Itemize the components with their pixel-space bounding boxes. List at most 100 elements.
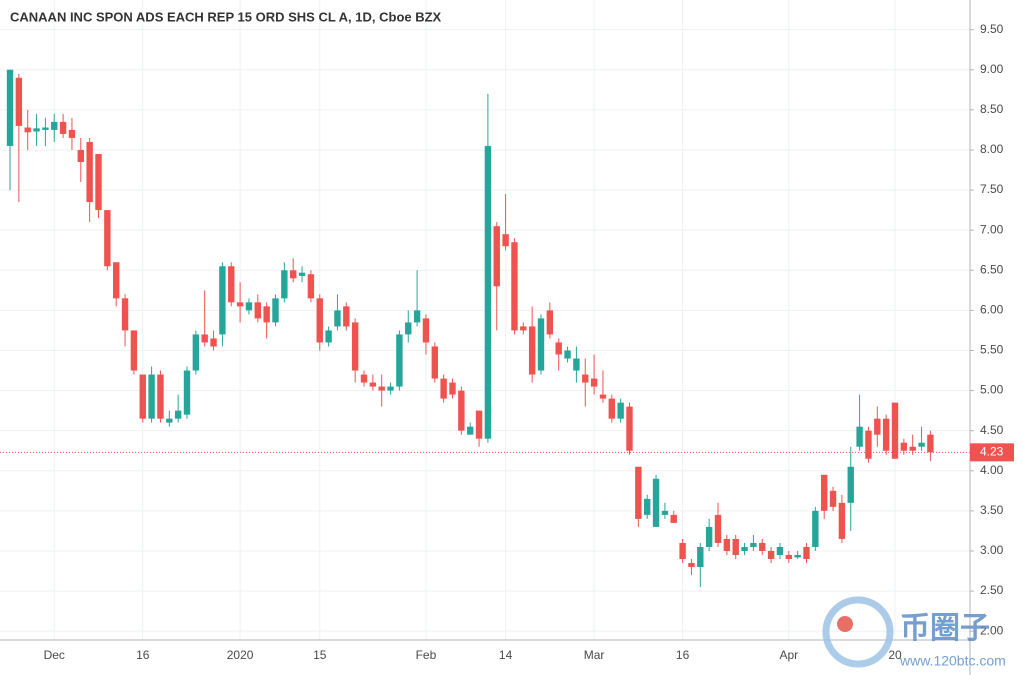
candle-body	[272, 298, 279, 323]
candle-body	[343, 306, 350, 327]
x-tick-label: Mar	[584, 648, 605, 662]
candle-body	[484, 145, 492, 439]
x-tick-label: 14	[499, 648, 513, 662]
y-tick-label: 4.00	[980, 463, 1004, 477]
candle-body	[236, 302, 244, 307]
candle-body	[228, 266, 235, 303]
candle-body	[759, 542, 766, 551]
candle-body	[396, 334, 403, 387]
candle-body	[316, 298, 323, 343]
candle-body	[661, 510, 669, 515]
y-tick-label: 6.50	[980, 262, 1004, 276]
candle-body	[210, 338, 217, 347]
y-tick-label: 4.50	[980, 423, 1004, 437]
y-tick-label: 5.50	[980, 343, 1004, 357]
candle-body	[431, 346, 438, 379]
candle-body	[511, 242, 518, 331]
x-tick-label: Dec	[44, 648, 65, 662]
candle-body	[219, 266, 226, 335]
x-tick-label: Apr	[779, 648, 798, 662]
candle-body	[59, 121, 67, 134]
candle-body	[121, 298, 129, 331]
candle-body	[847, 466, 854, 503]
y-tick-label: 7.50	[980, 182, 1004, 196]
candle-body	[245, 302, 253, 311]
candle-body	[705, 526, 713, 547]
candle-body	[750, 542, 757, 547]
candle-body	[776, 546, 784, 555]
y-tick-label: 3.00	[980, 543, 1004, 557]
candle-body	[290, 270, 297, 279]
candle-body	[697, 546, 704, 568]
candle-body	[882, 418, 890, 451]
candle-body	[449, 382, 456, 395]
candle-body	[582, 374, 589, 383]
candle-body	[741, 546, 748, 551]
candle-body	[467, 426, 474, 435]
watermark-logo	[822, 596, 894, 668]
candle-body	[148, 374, 155, 419]
candle-body	[86, 141, 93, 203]
candle-body	[201, 334, 208, 343]
candle-body	[166, 418, 173, 423]
candle-body	[139, 374, 146, 419]
candle-body	[723, 538, 731, 551]
candle-body	[812, 510, 819, 547]
x-tick-label: 15	[313, 648, 327, 662]
candle-body	[520, 326, 527, 331]
candle-body	[635, 466, 642, 519]
candle-body	[192, 334, 200, 371]
candle-body	[157, 374, 164, 419]
y-tick-label: 2.50	[980, 583, 1004, 597]
y-tick-label: 5.00	[980, 383, 1004, 397]
candle-body	[865, 430, 872, 459]
x-tick-label: 16	[676, 648, 690, 662]
candle-body	[644, 498, 651, 515]
candle-body	[528, 326, 536, 375]
candle-body	[77, 149, 84, 163]
candle-body	[829, 490, 837, 507]
candles	[0, 69, 970, 588]
candle-body	[254, 302, 261, 319]
x-tick-label: 20	[888, 648, 902, 662]
candle-body	[555, 342, 562, 355]
candle-body	[334, 310, 341, 327]
candle-body	[590, 378, 598, 387]
candle-body	[564, 350, 571, 359]
candle-body	[617, 402, 624, 419]
candle-body	[891, 402, 899, 459]
candle-body	[688, 563, 695, 568]
last-price-label: 4.23	[980, 445, 1004, 459]
candle-body	[918, 442, 925, 447]
candle-body	[113, 262, 120, 299]
y-tick-label: 9.00	[980, 62, 1004, 76]
candle-body	[599, 394, 607, 399]
candle-body	[263, 306, 270, 323]
candle-body	[608, 398, 615, 419]
candle-body	[874, 418, 881, 435]
candle-body	[325, 330, 332, 343]
candle-body	[174, 410, 182, 419]
last-price-box	[970, 443, 1014, 462]
candle-body	[440, 378, 447, 399]
chart-title: CANAAN INC SPON ADS EACH REP 15 ORD SHS …	[10, 9, 442, 24]
y-tick-label: 9.50	[980, 22, 1004, 36]
candle-body	[502, 234, 509, 247]
candle-body	[679, 542, 686, 559]
candle-body	[369, 382, 377, 387]
candle-body	[183, 370, 191, 415]
candle-body	[298, 272, 306, 276]
candle-body	[856, 426, 863, 447]
watermark-brand: 币圈子	[900, 612, 990, 645]
candle-body	[900, 442, 908, 451]
candle-body	[360, 374, 368, 383]
candle-body	[493, 226, 500, 287]
candle-body	[458, 390, 465, 431]
candle-body	[307, 274, 315, 299]
watermark: 币圈子 www.120btc.com	[822, 596, 1006, 669]
candle-body	[33, 128, 40, 132]
x-tick-label: 2020	[227, 648, 254, 662]
candle-body	[130, 330, 138, 371]
candle-body	[803, 546, 810, 559]
